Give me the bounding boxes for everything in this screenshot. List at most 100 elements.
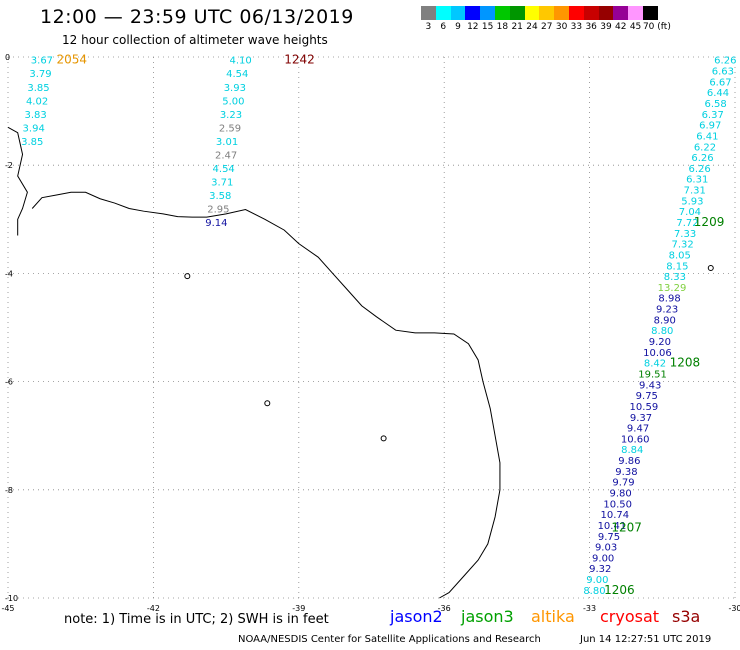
color-swatch: 12 bbox=[465, 6, 481, 32]
wave-height-label: 7.31 bbox=[684, 186, 706, 197]
map-title: 12:00 — 23:59 UTC 06/13/2019 bbox=[40, 6, 354, 28]
wave-height-label: 19.51 bbox=[638, 369, 667, 380]
color-legend-label: 42 bbox=[615, 22, 627, 32]
island-outline bbox=[380, 435, 387, 442]
wave-height-label: 9.75 bbox=[636, 391, 658, 402]
color-swatch: 30 bbox=[554, 6, 569, 32]
wave-height-label: 7.72 bbox=[676, 218, 698, 229]
wave-height-label: 4.02 bbox=[26, 96, 48, 107]
wave-height-label: 6.67 bbox=[709, 77, 731, 88]
x-tick-label: -33 bbox=[583, 604, 596, 613]
color-legend-label: 6 bbox=[440, 22, 447, 32]
color-swatch: 9 bbox=[450, 6, 466, 32]
island-outline bbox=[264, 400, 271, 407]
legend-jason3: jason3 bbox=[461, 607, 514, 626]
wave-height-label: 3.79 bbox=[29, 69, 51, 80]
wave-height-label: 10.60 bbox=[621, 434, 650, 445]
wave-height-label: 3.94 bbox=[23, 123, 45, 134]
credit-text: NOAA/NESDIS Center for Satellite Applica… bbox=[238, 634, 541, 645]
wave-height-label: 3.58 bbox=[209, 191, 231, 202]
wave-height-label: 4.54 bbox=[213, 164, 235, 175]
wave-height-label: 10.50 bbox=[603, 499, 632, 510]
wave-height-label: 6.37 bbox=[702, 110, 724, 121]
wave-height-label: 2.59 bbox=[219, 123, 241, 134]
wave-height-label: 3.85 bbox=[27, 83, 49, 94]
y-tick-label: -4 bbox=[5, 269, 13, 278]
x-tick-label: -42 bbox=[147, 604, 160, 613]
track-id-label: 1208 bbox=[670, 356, 701, 370]
color-swatch: 36 bbox=[583, 6, 599, 32]
color-swatch: 27 bbox=[539, 6, 555, 32]
wave-height-label: 9.43 bbox=[639, 380, 661, 391]
wave-height-label: 7.32 bbox=[672, 240, 694, 251]
wave-height-label: 9.38 bbox=[615, 467, 637, 478]
color-swatch: 24 bbox=[524, 6, 540, 32]
wave-height-label: 3.71 bbox=[211, 177, 233, 188]
color-legend-label: 36 bbox=[585, 22, 597, 32]
track-id-label: 1209 bbox=[694, 215, 725, 229]
color-swatch: 18 bbox=[494, 6, 510, 32]
color-swatch: 6 bbox=[435, 6, 451, 32]
wave-height-label: 6.58 bbox=[704, 99, 726, 110]
x-tick-label: -45 bbox=[1, 604, 14, 613]
wave-height-label: 6.41 bbox=[696, 131, 718, 142]
wave-height-label: 8.98 bbox=[658, 294, 680, 305]
wave-height-label: 8.05 bbox=[669, 250, 691, 261]
wave-height-label: 6.26 bbox=[714, 56, 736, 67]
y-tick-label: -6 bbox=[5, 378, 13, 387]
wave-height-label: 9.00 bbox=[586, 575, 608, 586]
wave-height-label: 3.01 bbox=[216, 137, 238, 148]
wave-height-label: 9.32 bbox=[589, 564, 611, 575]
coastline bbox=[7, 126, 28, 236]
wave-height-label: 6.97 bbox=[699, 121, 721, 132]
wave-height-label: 5.00 bbox=[222, 96, 244, 107]
wave-height-label: 3.93 bbox=[224, 83, 246, 94]
legend-cryosat: cryosat bbox=[600, 607, 660, 626]
wave-height-label: 8.42 bbox=[644, 359, 666, 370]
track-id-label: 1206 bbox=[604, 583, 635, 597]
color-legend-label: 70 (ft) bbox=[642, 22, 671, 32]
color-legend-label: 12 bbox=[467, 22, 479, 32]
color-legend-label: 18 bbox=[496, 22, 509, 32]
wave-height-label: 3.85 bbox=[21, 137, 43, 148]
wave-height-label: 8.80 bbox=[651, 326, 673, 337]
wave-height-label: 9.75 bbox=[598, 532, 620, 543]
y-tick-label: -10 bbox=[5, 594, 18, 603]
wave-height-label: 10.41 bbox=[598, 521, 627, 532]
color-swatch: 33 bbox=[568, 6, 584, 32]
wave-height-label: 8.80 bbox=[583, 586, 605, 597]
wave-height-label: 8.33 bbox=[664, 272, 686, 283]
wave-height-label: 7.33 bbox=[674, 229, 696, 240]
wave-height-label: 13.29 bbox=[658, 283, 687, 294]
wave-height-label: 4.10 bbox=[230, 56, 252, 67]
wave-height-label: 9.47 bbox=[627, 424, 649, 435]
wave-height-label: 9.23 bbox=[656, 305, 678, 316]
color-swatch: 45 bbox=[628, 6, 643, 32]
wave-height-label: 6.26 bbox=[688, 164, 710, 175]
track-id-label: 1207 bbox=[611, 521, 642, 535]
wave-height-label: 3.83 bbox=[24, 110, 46, 121]
wave-height-label: 6.22 bbox=[694, 142, 716, 153]
wave-height-label: 9.80 bbox=[609, 489, 631, 500]
track-id-label: 2054 bbox=[56, 53, 87, 67]
x-tick-label: -30 bbox=[728, 604, 740, 613]
color-legend-label: 33 bbox=[570, 22, 583, 32]
wave-height-label: 9.03 bbox=[595, 543, 617, 554]
map-subtitle: 12 hour collection of altimeter wave hei… bbox=[62, 33, 328, 47]
wave-height-label: 10.74 bbox=[600, 510, 629, 521]
color-legend-label: 39 bbox=[600, 22, 612, 32]
wave-height-label: 2.95 bbox=[207, 204, 229, 215]
wave-height-label: 9.20 bbox=[649, 337, 671, 348]
note-text: note: 1) Time is in UTC; 2) SWH is in fe… bbox=[64, 612, 329, 627]
color-legend: 3 6 9 12 15 18 21 24 27 30 33 36 39 42 45 70 (ft) bbox=[421, 6, 671, 32]
island-outline bbox=[707, 264, 714, 271]
wave-height-label: 9.79 bbox=[612, 478, 634, 489]
wave-height-label: 8.84 bbox=[621, 445, 643, 456]
coastline bbox=[31, 191, 501, 599]
wave-height-label: 4.54 bbox=[226, 69, 248, 80]
wave-height-label: 6.44 bbox=[707, 88, 729, 99]
timestamp-text: Jun 14 12:27:51 UTC 2019 bbox=[580, 634, 712, 645]
color-legend-label: 9 bbox=[455, 22, 461, 32]
island-outline bbox=[184, 273, 191, 280]
